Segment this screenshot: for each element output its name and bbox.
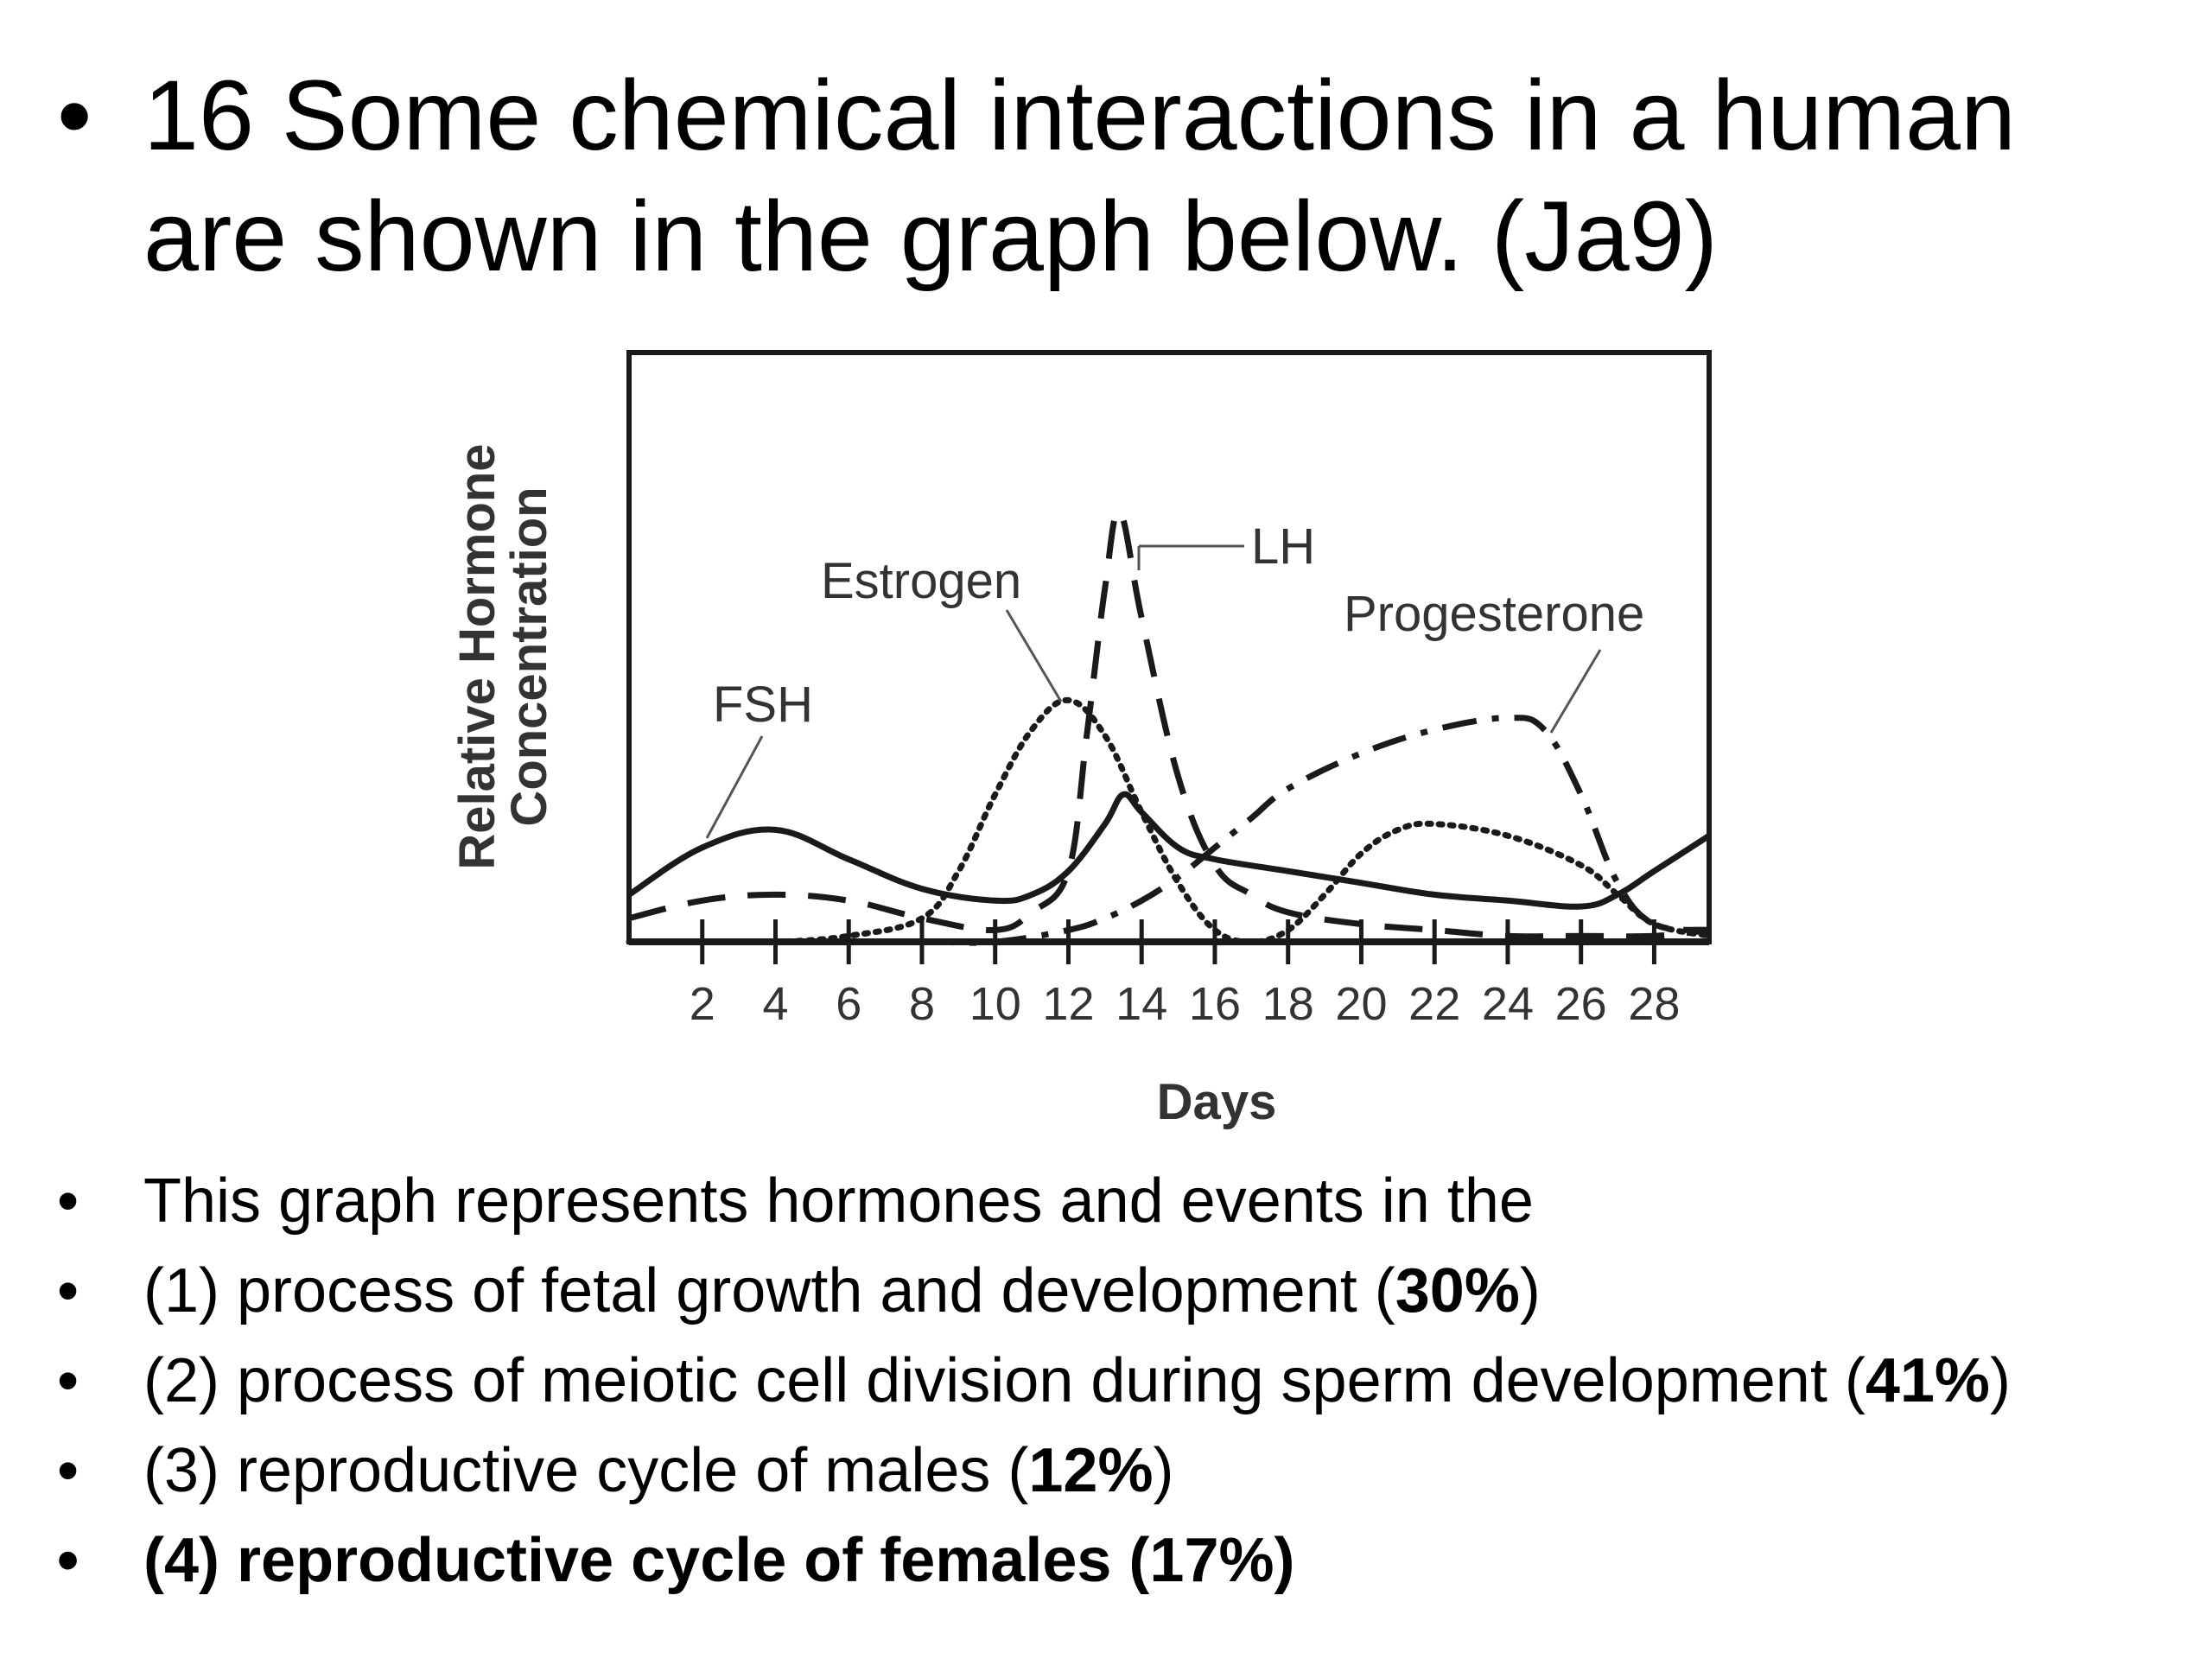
option-tail: ) bbox=[1989, 1346, 2011, 1415]
x-tick-label: 10 bbox=[969, 978, 1021, 1030]
x-tick-label: 8 bbox=[909, 978, 935, 1030]
option-bullet: • bbox=[57, 1436, 79, 1505]
option-bullet: • bbox=[57, 1166, 79, 1236]
x-tick-label: 26 bbox=[1555, 978, 1607, 1030]
option-tail: ) bbox=[1519, 1256, 1541, 1325]
annotations: FSH Estrogen LH Progesterone bbox=[705, 518, 1644, 839]
series-line-estrogen bbox=[626, 696, 1713, 946]
series-line-lh bbox=[628, 508, 1710, 940]
x-tick-label: 28 bbox=[1628, 978, 1680, 1030]
x-tick-label: 18 bbox=[1262, 978, 1314, 1030]
leader-progesterone bbox=[1549, 649, 1602, 734]
option-bullet: • bbox=[57, 1346, 79, 1415]
label-lh: LH bbox=[1251, 518, 1315, 575]
plot-frame bbox=[626, 350, 1712, 944]
x-tick-label: 4 bbox=[762, 978, 788, 1030]
option-tail: ) bbox=[1153, 1436, 1174, 1505]
question-bullet: • bbox=[57, 60, 92, 171]
option-1[interactable]: • (1) process of fetal growth and develo… bbox=[57, 1246, 2148, 1336]
label-fsh: FSH bbox=[713, 677, 813, 733]
answer-options: • This graph represents hormones and eve… bbox=[57, 1156, 2148, 1605]
x-tick-label: 2 bbox=[690, 978, 715, 1030]
leader-estrogen bbox=[1005, 609, 1063, 702]
option-text: This graph represents hormones and event… bbox=[143, 1166, 1534, 1236]
label-estrogen: Estrogen bbox=[821, 553, 1021, 609]
y-axis-label-line1: Relative Hormone bbox=[449, 443, 505, 869]
x-tick-label: 14 bbox=[1116, 978, 1167, 1030]
option-percent: 41% bbox=[1865, 1346, 1990, 1415]
option-text: (4) reproductive cycle of females ( bbox=[143, 1526, 1150, 1595]
option-text: (3) reproductive cycle of males ( bbox=[143, 1436, 1029, 1505]
option-3[interactable]: • (3) reproductive cycle of males (12%) bbox=[57, 1426, 2148, 1516]
option-tail: ) bbox=[1274, 1526, 1295, 1595]
x-tick-label: 12 bbox=[1042, 978, 1094, 1030]
option-bullet: • bbox=[57, 1256, 79, 1325]
y-axis-label-line2: Concentration bbox=[501, 486, 557, 826]
x-tick-label: 16 bbox=[1189, 978, 1241, 1030]
option-intro: • This graph represents hormones and eve… bbox=[57, 1156, 2148, 1246]
x-tick-label: 6 bbox=[836, 978, 861, 1030]
option-text: (1) process of fetal growth and developm… bbox=[143, 1256, 1395, 1325]
x-axis-label: Days bbox=[1157, 1074, 1277, 1130]
leader-fsh bbox=[705, 735, 764, 839]
question-body: 16 Some chemical interactions in a human… bbox=[143, 60, 2016, 292]
label-progesterone: Progesterone bbox=[1344, 586, 1644, 642]
option-percent: 17% bbox=[1149, 1526, 1274, 1595]
option-text: (2) process of meiotic cell division dur… bbox=[143, 1346, 1866, 1415]
x-tick-label: 22 bbox=[1408, 978, 1460, 1030]
option-2[interactable]: • (2) process of meiotic cell division d… bbox=[57, 1336, 2148, 1426]
option-bullet: • bbox=[57, 1526, 79, 1595]
x-tick-label: 20 bbox=[1335, 978, 1387, 1030]
question-text: • 16 Some chemical interactions in a hum… bbox=[57, 55, 2148, 297]
option-percent: 12% bbox=[1028, 1436, 1154, 1505]
option-percent: 30% bbox=[1395, 1256, 1520, 1325]
option-4[interactable]: • (4) reproductive cycle of females (17%… bbox=[57, 1516, 2148, 1605]
x-tick-label: 24 bbox=[1482, 978, 1534, 1030]
